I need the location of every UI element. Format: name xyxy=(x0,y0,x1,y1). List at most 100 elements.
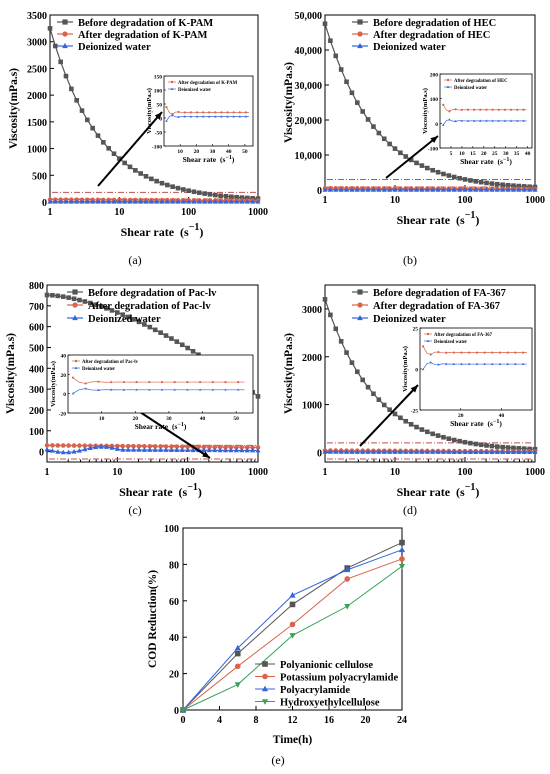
data-point xyxy=(468,440,473,446)
data-point xyxy=(521,446,527,451)
data-point xyxy=(111,199,117,204)
data-point xyxy=(360,449,366,454)
data-point xyxy=(191,199,197,204)
data-point xyxy=(202,191,207,196)
x-tick-label: 10 xyxy=(390,195,400,206)
data-point xyxy=(93,444,99,450)
inset-data-point xyxy=(452,351,455,354)
x-axis-unit-exponent: −1 xyxy=(465,482,476,493)
x-tick-label: 1 xyxy=(45,467,50,478)
legend-marker xyxy=(262,661,268,667)
data-point xyxy=(47,198,53,204)
inset-data-point xyxy=(122,388,126,391)
data-point xyxy=(239,199,245,204)
inset-data-point xyxy=(429,353,432,356)
data-point xyxy=(398,563,406,570)
inset-data-point xyxy=(71,392,75,395)
inset-data-point xyxy=(226,111,229,114)
x-tick-label: 1 xyxy=(48,207,53,218)
inset-data-point xyxy=(460,119,463,122)
y-tick-label: 0 xyxy=(42,198,47,209)
y-tick-label: 80 xyxy=(169,560,179,571)
legend-label: Before degradation of HEC xyxy=(373,18,496,29)
data-point xyxy=(58,198,64,204)
inset-legend-label: After degradation of K-PAM xyxy=(178,81,238,86)
arrow-shaft xyxy=(139,411,211,459)
data-point xyxy=(500,187,506,192)
data-point xyxy=(152,327,158,333)
data-point xyxy=(213,192,218,198)
data-point xyxy=(186,199,192,204)
legend-marker xyxy=(72,289,78,295)
legend-marker xyxy=(357,42,363,49)
data-point xyxy=(408,157,414,163)
data-point xyxy=(228,447,234,453)
inset-series-line xyxy=(422,362,527,370)
inset-data-point xyxy=(514,362,517,365)
inset-data-point xyxy=(183,111,186,114)
data-point xyxy=(154,199,160,204)
data-point xyxy=(244,447,250,453)
panel-label: (c) xyxy=(128,503,141,517)
data-point xyxy=(131,443,136,449)
data-point xyxy=(201,444,207,450)
data-point xyxy=(521,449,527,455)
inset-data-point xyxy=(444,362,448,365)
inset-legend-marker xyxy=(74,359,78,363)
inset-data-point xyxy=(510,108,513,111)
data-point xyxy=(87,445,93,451)
data-point xyxy=(60,443,66,448)
inset-x-axis-unit-exponent: −1 xyxy=(225,155,231,161)
data-point xyxy=(365,449,371,454)
y-tick-label: 400 xyxy=(29,364,44,375)
data-point xyxy=(344,79,349,85)
data-point xyxy=(79,108,85,113)
data-point xyxy=(98,304,104,309)
inset-data-point xyxy=(165,105,168,109)
series-line xyxy=(49,198,259,202)
inset-data-point xyxy=(491,119,494,122)
x-tick-label: 12 xyxy=(288,715,298,726)
inset-data-point xyxy=(171,113,174,117)
data-point xyxy=(322,297,328,302)
legend-label: After degradation of K-PAM xyxy=(78,30,207,41)
data-point xyxy=(174,444,180,449)
data-point xyxy=(60,449,66,455)
data-point xyxy=(234,194,239,200)
legend-label: Polyacrylamide xyxy=(280,685,350,696)
inset-y-tick-label: 100 xyxy=(430,97,439,103)
data-point xyxy=(430,431,435,437)
legend-marker xyxy=(357,19,363,25)
inset-x-tick-label: 30 xyxy=(210,149,216,155)
data-point xyxy=(66,295,71,300)
data-point xyxy=(143,174,149,179)
inset-data-point xyxy=(491,362,494,365)
data-point xyxy=(344,604,351,610)
data-point xyxy=(239,444,245,450)
data-point xyxy=(344,566,351,573)
data-point xyxy=(250,447,256,453)
data-point xyxy=(494,449,500,454)
data-point xyxy=(381,449,387,454)
inset-data-point xyxy=(498,351,502,354)
data-point xyxy=(82,446,88,452)
panel-label: (a) xyxy=(128,253,141,267)
inset-series-0 xyxy=(421,345,527,356)
inset-data-point xyxy=(232,115,235,118)
y-tick-label: 700 xyxy=(29,302,44,313)
data-point xyxy=(381,136,387,142)
data-point xyxy=(90,198,96,204)
data-point xyxy=(489,187,495,192)
series-0 xyxy=(322,21,538,190)
data-point xyxy=(147,324,153,330)
data-point xyxy=(181,187,186,192)
y-tick-label: 100 xyxy=(29,427,44,438)
data-point xyxy=(95,133,101,138)
inset-legend-marker xyxy=(426,339,430,342)
legend-label: Deionized water xyxy=(373,314,446,325)
data-point xyxy=(85,117,90,123)
data-point xyxy=(131,317,136,322)
inset-y-tick-label: -100 xyxy=(428,147,438,153)
data-point xyxy=(381,187,387,192)
inset-data-point xyxy=(211,388,215,391)
